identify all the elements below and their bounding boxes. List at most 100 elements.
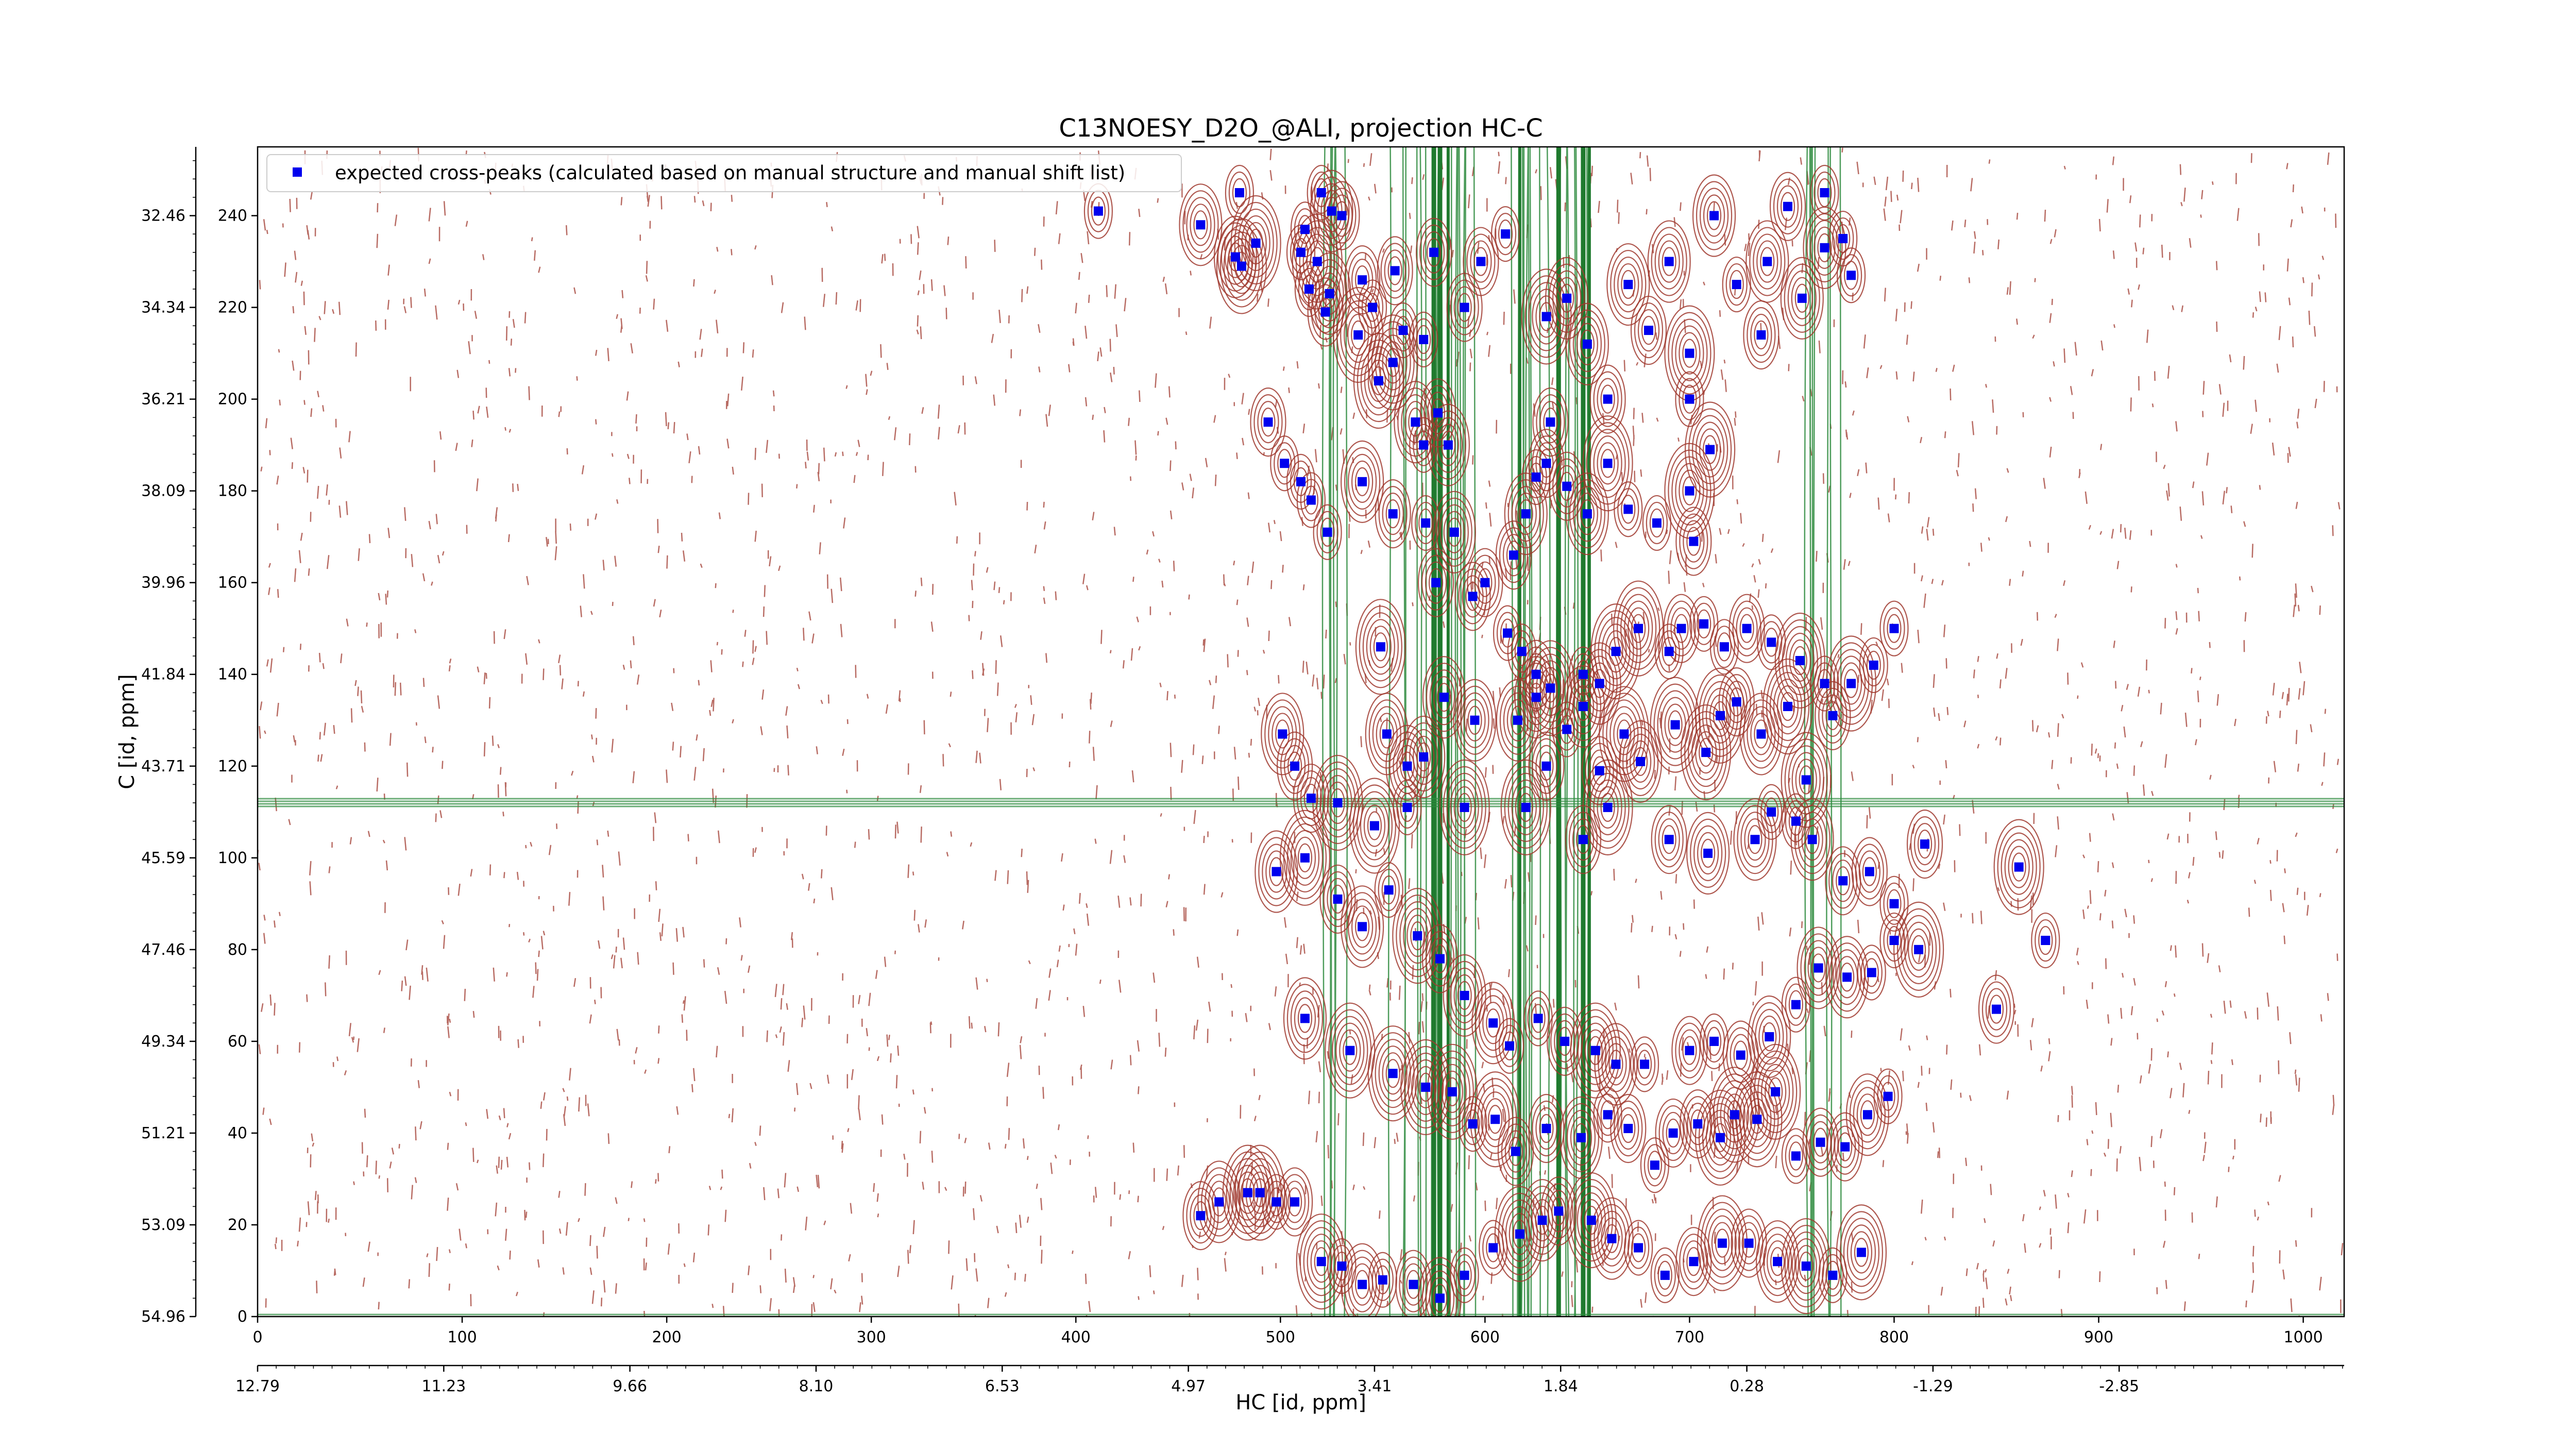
cross-peak-marker [1378, 1275, 1387, 1285]
x-ppm-tick-label: -1.29 [1913, 1377, 1953, 1395]
cross-peak-marker [1323, 527, 1332, 537]
cross-peak-marker [1736, 1050, 1745, 1060]
y-ppm-tick-label: 38.09 [141, 482, 185, 500]
cross-peak-marker [1865, 867, 1874, 877]
cross-peak-marker [1611, 1059, 1621, 1069]
x-axis-ticks: 0 100 200 300 400 500 600 700 800 900 1000 [252, 1317, 2323, 1346]
cross-peak-marker [1476, 257, 1486, 266]
cross-peak-marker [1920, 839, 1929, 849]
cross-peak-marker [1807, 835, 1817, 845]
cross-peak-marker [1296, 477, 1306, 486]
y-ppm-tick-label: 39.96 [141, 574, 185, 592]
cross-peak-marker [1693, 1119, 1703, 1129]
cross-peak-marker [1388, 1069, 1398, 1079]
cross-peak-marker [1623, 280, 1633, 290]
cross-peak-marker [1353, 330, 1363, 340]
cross-peak-marker [1439, 693, 1449, 702]
y-tick-label: 140 [218, 666, 247, 684]
cross-peak-marker [1562, 481, 1572, 491]
x-ppm-tick-label: 3.41 [1358, 1377, 1392, 1395]
cross-peak-marker [1337, 211, 1347, 221]
cross-peak-marker [1586, 1216, 1596, 1225]
x-tick-label: 600 [1470, 1328, 1500, 1346]
cross-peak-marker [1703, 848, 1713, 858]
cross-peak-marker [1503, 628, 1512, 638]
legend[interactable]: expected cross-peaks (calculated based o… [266, 154, 1182, 192]
x-ppm-axis-ticks: 12.79 11.23 9.66 8.10 6.53 4.97 3.41 1.84 0.28 -1… [235, 1366, 2343, 1395]
cross-peak-marker [1801, 1261, 1811, 1271]
y-ppm-tick-label: 34.34 [141, 299, 185, 317]
x-ppm-tick-label: 6.53 [985, 1377, 1020, 1395]
cross-peak-marker [1719, 642, 1729, 652]
cross-peak-marker [1300, 853, 1310, 863]
cross-peak-marker [1668, 1128, 1678, 1138]
cross-peak-marker [1511, 1147, 1520, 1156]
cross-peak-marker [1889, 624, 1899, 633]
cross-peak-marker [1709, 211, 1719, 221]
cross-peak-marker [1828, 711, 1838, 720]
cross-peak-marker [1358, 1279, 1367, 1289]
cross-peak-marker [1333, 894, 1343, 904]
cross-peak-marker [1521, 802, 1531, 812]
cross-peak-marker [1783, 201, 1792, 211]
x-ppm-tick-label: 12.79 [235, 1377, 280, 1395]
cross-peak-marker [1300, 225, 1310, 234]
cross-peak-marker [1595, 766, 1604, 776]
cross-peak-marker [1660, 1270, 1670, 1280]
cross-peak-marker [1797, 293, 1807, 303]
cross-peak-marker [1488, 1018, 1498, 1028]
peak-contours [1083, 164, 2060, 1317]
cross-peak-marker [1705, 445, 1715, 454]
cross-peak-marker [1312, 257, 1322, 266]
y-tick-label: 60 [228, 1033, 247, 1051]
cross-peak-marker [1345, 1046, 1355, 1055]
cross-peak-marker [1196, 1211, 1206, 1221]
x-ppm-tick-label: 0.28 [1730, 1377, 1764, 1395]
cross-peak-marker [1419, 752, 1429, 762]
x-tick-label: 0 [252, 1328, 262, 1346]
y-tick-label: 220 [218, 299, 247, 317]
cross-peak-marker [2041, 936, 2050, 945]
cross-peak-marker [1320, 307, 1330, 317]
cross-peak-marker [1640, 1059, 1650, 1069]
y-ppm-tick-label: 51.21 [141, 1124, 185, 1142]
plot-area [257, 146, 2345, 1318]
cross-peak-marker [1603, 394, 1613, 404]
x-tick-label: 900 [2084, 1328, 2113, 1346]
y-tick-label: 80 [228, 941, 247, 959]
cross-peak-marker [1756, 729, 1766, 739]
cross-peak-marker [1623, 1124, 1633, 1133]
y-tick-label: 200 [218, 391, 247, 409]
cross-peak-marker [1470, 715, 1480, 725]
cross-peak-marker [1490, 1115, 1500, 1124]
cross-peak-marker [1820, 188, 1829, 197]
cross-peak-marker [1716, 1133, 1725, 1142]
cross-peak-marker [1325, 289, 1334, 298]
cross-peak-marker [1846, 271, 1856, 280]
cross-peak-marker [1689, 536, 1699, 546]
x-tick-label: 400 [1061, 1328, 1091, 1346]
cross-peak-marker [1914, 945, 1924, 954]
cross-peak-marker [1765, 1032, 1774, 1041]
cross-peak-marker [1411, 417, 1420, 427]
cross-peak-marker [1480, 578, 1490, 587]
cross-peak-marker [1689, 1257, 1699, 1267]
cross-peak-marker [1306, 495, 1316, 505]
x-ppm-tick-label: 1.84 [1544, 1377, 1578, 1395]
cross-peak-marker [1783, 702, 1792, 711]
cross-peak-marker [1337, 1261, 1347, 1271]
cross-peak-marker [1501, 229, 1511, 239]
x-tick-label: 800 [1879, 1328, 1909, 1346]
y-ppm-tick-label: 49.34 [141, 1033, 185, 1051]
cross-peak-marker [1554, 1206, 1564, 1216]
x-ppm-tick-label: -2.85 [2099, 1377, 2139, 1395]
cross-peak-marker [1300, 1014, 1310, 1023]
cross-peak-marker [1664, 835, 1674, 845]
cross-peak-marker [1214, 1197, 1224, 1207]
cross-peak-marker [1402, 761, 1412, 771]
cross-peak-marker [1750, 835, 1760, 845]
cross-peak-marker [1623, 504, 1633, 514]
legend-entry-label: expected cross-peaks (calculated based o… [335, 162, 1125, 184]
cross-peak-marker [1376, 642, 1385, 652]
